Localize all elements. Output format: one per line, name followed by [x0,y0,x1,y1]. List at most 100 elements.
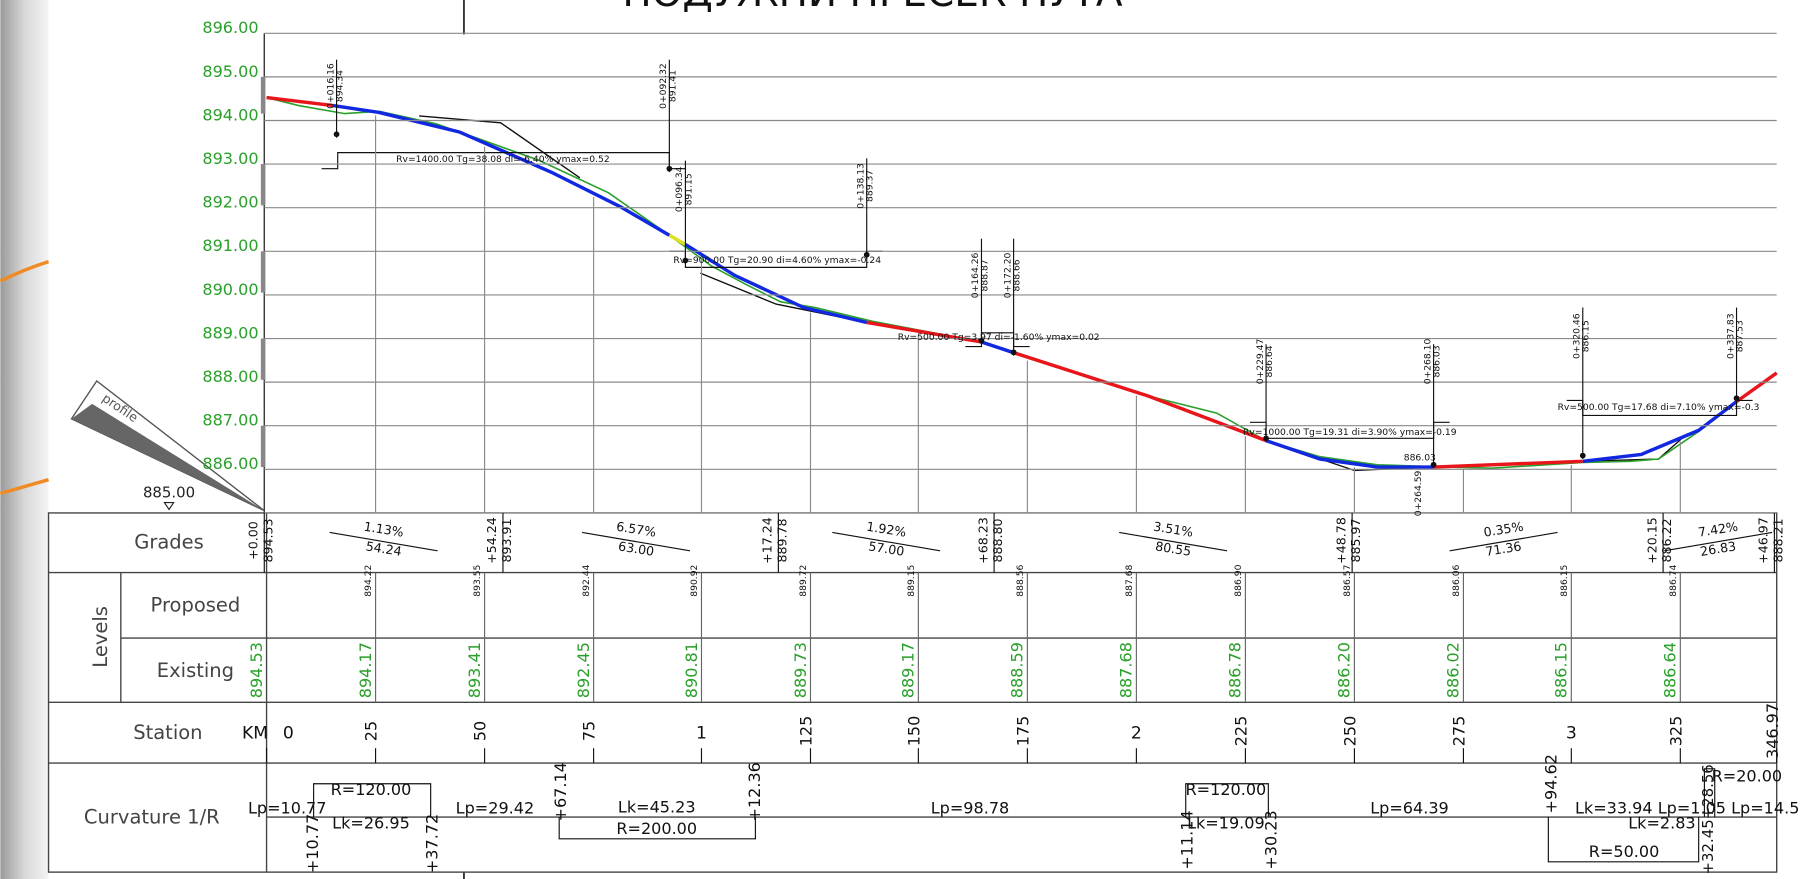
proposed-level: 886.90 [1233,564,1244,596]
grade-percent: 1.92% [865,519,907,540]
proposed-level: 889.72 [798,565,809,597]
proposed-level: 892.44 [581,564,592,596]
grade-chainage: +54.24 [484,517,499,564]
marker-station: 0+164.26 [970,252,981,298]
proposed-level: 886.74 [1668,564,1679,596]
curve-note: Rv=1000.00 Tg=19.31 di=3.90% ymax=-0.19 [1243,427,1457,438]
curve-note: Rv=500.00 Tg=3.97 di=-1.60% ymax=0.02 [898,332,1100,343]
station-label: 0 [283,723,294,743]
marker-station: 0+092.32 [658,63,669,109]
curvature-label: +12.36 [745,762,764,821]
marker-level: 894.34 [335,70,346,102]
grade-percent: 6.57% [615,519,657,540]
grade-line [1433,459,1583,469]
proposed-level: 888.56 [1015,564,1026,596]
existing-level: 890.81 [682,642,701,698]
background-stroke [0,259,50,496]
marker-level: 886.64 [1264,345,1275,377]
grade-chainage: +20.15 [1644,517,1659,564]
proposed-level: 886.06 [1451,564,1462,596]
curvature-label: R=50.00 [1589,842,1660,861]
curve-note: Rv=900.00 Tg=20.90 di=4.60% ymax=-0.24 [673,255,881,266]
curvature-label: Lp=64.39 [1370,799,1449,818]
marker-station: 0+016.16 [325,63,336,109]
curvature-label: +94.62 [1541,754,1560,813]
proposed-level: 886.57 [1342,564,1353,596]
grade-level: 894.53 [260,518,275,562]
station-label: 150 [904,716,923,747]
proposed-level: 893.55 [472,564,483,596]
station-label: 175 [1013,716,1032,747]
proposed-level: 889.15 [906,564,917,596]
marker-level: 886.03 [1404,452,1436,463]
marker-level: 887.53 [1734,320,1745,352]
tangent-line [419,115,581,179]
curvature-label: +10.77 [303,814,322,873]
grade-percent: 3.51% [1152,519,1194,540]
station-label: 225 [1231,716,1250,747]
existing-level: 888.59 [1008,642,1027,698]
grade-level: 886.22 [1659,518,1674,562]
marker-level: 886.15 [1581,320,1592,352]
curvature-box [313,783,432,818]
axis-bar [260,425,266,468]
elevation-label: 889.00 [202,323,258,342]
marker-point [1263,435,1269,442]
proposed-level: 890.92 [689,565,700,597]
marker-station: 0+172.20 [1002,252,1013,298]
existing-level: 889.17 [899,642,918,698]
curvature-label: Lk=26.95 [332,813,410,832]
grade-chainage: +0.00 [245,521,260,560]
curvature-label: Lk=45.23 [618,797,696,816]
curvature-label: Lp=29.42 [456,799,535,818]
curvature-label: Lk=2.83 [1628,813,1695,832]
grade-level: 889.78 [774,518,789,562]
grade-chainage: +46.97 [1756,517,1771,564]
station-label: 50 [471,721,490,741]
curvature-label: +32.45 [1699,819,1717,874]
curvature-label: Lk=33.94 Lp=1.05 Lp=14.5 [1575,799,1799,818]
station-label: 325 [1666,716,1685,747]
existing-level: 886.20 [1335,642,1354,698]
grade-slope [1119,531,1228,552]
row-label: Curvature 1/R [84,806,220,829]
axis-bar [260,164,266,206]
elevation-label: 890.00 [202,280,258,299]
curvature-label: +28.56 [1699,764,1717,819]
datum-marker [163,502,175,511]
marker-station: 0+337.83 [1725,313,1736,359]
station-label: 3 [1566,723,1577,743]
km-label: KM [242,723,268,743]
datum-label: 885.00 [143,483,195,501]
marker-point [333,131,340,138]
marker-station: 0+264.59 [1413,470,1424,516]
grade-chainage: +48.78 [1333,517,1348,564]
marker-level: 891.15 [683,173,694,205]
existing-level: 886.15 [1552,642,1571,698]
grade-line [1015,351,1267,443]
proposed-level: 894.22 [363,565,374,597]
grade-slope [1664,531,1773,552]
curvature-label: Lp=98.78 [931,799,1010,818]
grade-line [266,95,334,108]
grade-length: 80.55 [1154,538,1192,558]
curvature-label: +37.72 [422,814,441,873]
grade-percent: 0.35% [1482,519,1524,540]
marker-point [1733,395,1740,402]
elevation-label: 893.00 [202,149,258,168]
grade-chainage: +68.23 [975,517,990,564]
existing-level: 886.64 [1661,642,1680,698]
station-label: 2 [1131,723,1142,743]
curve-bracket [1249,421,1450,439]
axis-bar [260,338,266,380]
curvature-box [1547,817,1700,863]
curvature-label: R=200.00 [616,819,697,838]
grade-slope [329,531,438,552]
existing-level: 894.17 [356,642,375,698]
marker-point [682,257,689,264]
existing-level: 892.45 [574,642,593,698]
grade-line [668,233,687,246]
curvature-label: Lp=10.77 [248,799,327,818]
curvature-label: R=120.00 [331,780,412,799]
profile-icon [71,403,265,511]
